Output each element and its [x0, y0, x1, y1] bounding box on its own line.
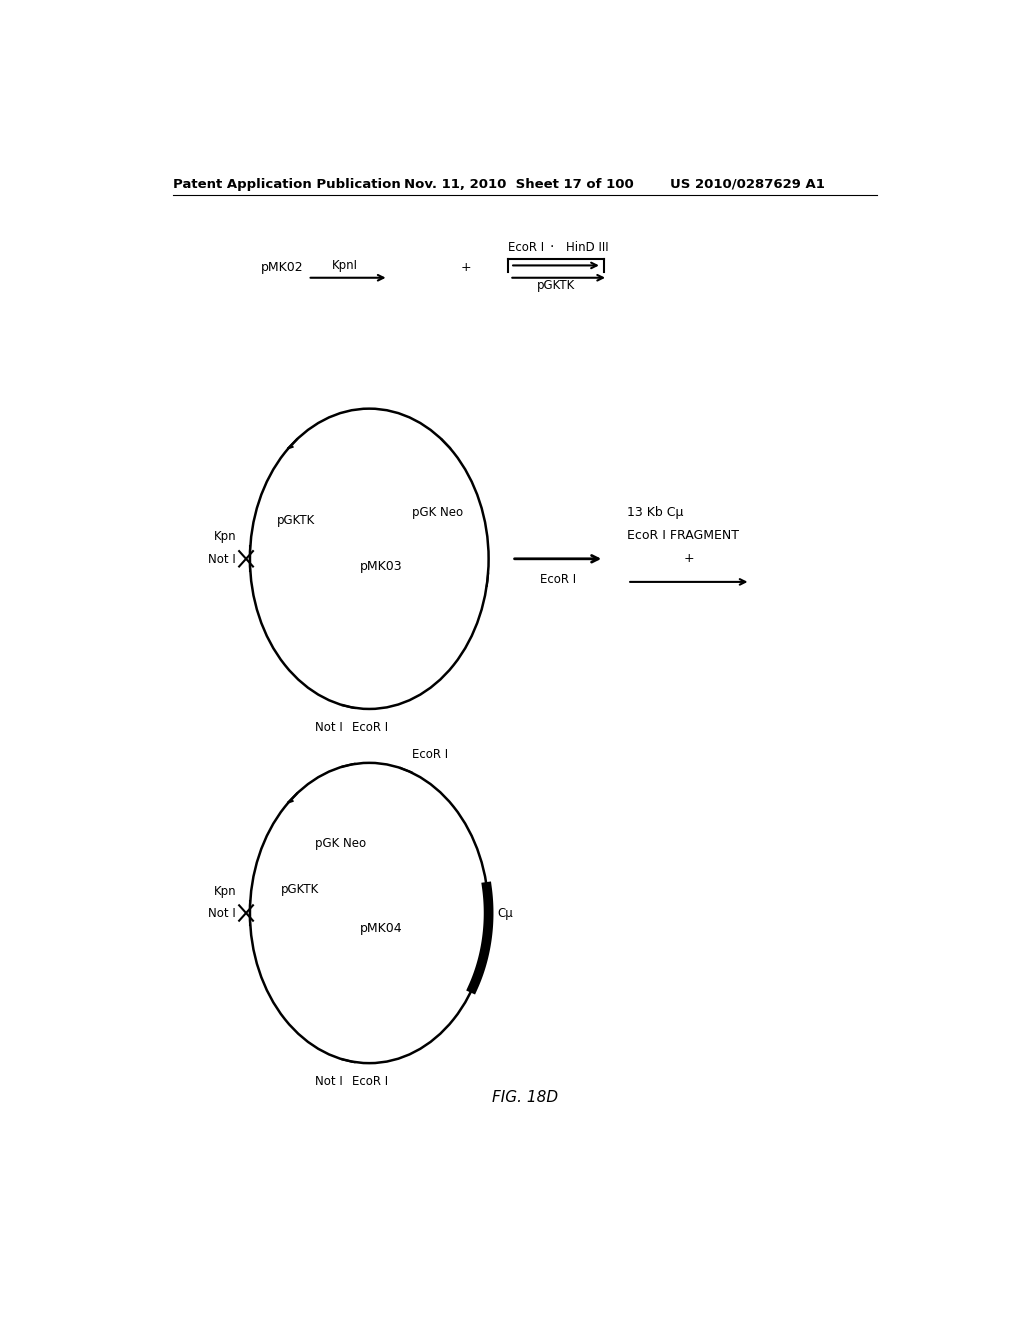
Text: pMK02: pMK02: [261, 261, 304, 275]
Text: Kpn: Kpn: [213, 531, 237, 544]
Text: US 2010/0287629 A1: US 2010/0287629 A1: [670, 178, 824, 190]
Text: EcoR I FRAGMENT: EcoR I FRAGMENT: [628, 529, 739, 543]
Text: EcoR I: EcoR I: [352, 1074, 388, 1088]
Text: Cμ: Cμ: [498, 907, 514, 920]
Text: HinD III: HinD III: [565, 240, 608, 253]
Text: Not I: Not I: [208, 907, 237, 920]
Text: 13 Kb Cμ: 13 Kb Cμ: [628, 506, 684, 519]
Text: KpnI: KpnI: [332, 259, 357, 272]
Text: Kpn: Kpn: [213, 884, 237, 898]
Text: ·: ·: [550, 240, 554, 253]
Text: EcoR I: EcoR I: [508, 240, 544, 253]
Text: pGKTK: pGKTK: [276, 513, 315, 527]
Text: EcoR I: EcoR I: [540, 573, 575, 586]
Text: pMK03: pMK03: [359, 560, 402, 573]
Text: Patent Application Publication: Patent Application Publication: [173, 178, 400, 190]
Text: +: +: [460, 261, 471, 275]
Text: +: +: [683, 552, 694, 565]
Text: FIG. 18D: FIG. 18D: [492, 1090, 558, 1105]
Text: EcoR I: EcoR I: [413, 748, 449, 760]
Text: pGK Neo: pGK Neo: [412, 506, 463, 519]
Text: pMK04: pMK04: [359, 921, 402, 935]
Text: Not I: Not I: [208, 553, 237, 566]
Text: pGK Neo: pGK Neo: [315, 837, 367, 850]
Text: Nov. 11, 2010  Sheet 17 of 100: Nov. 11, 2010 Sheet 17 of 100: [403, 178, 634, 190]
Text: pGKTK: pGKTK: [281, 883, 318, 896]
Text: EcoR I: EcoR I: [352, 721, 388, 734]
Text: Not I: Not I: [314, 1074, 342, 1088]
Text: Not I: Not I: [314, 721, 342, 734]
Text: pGKTK: pGKTK: [537, 279, 575, 292]
